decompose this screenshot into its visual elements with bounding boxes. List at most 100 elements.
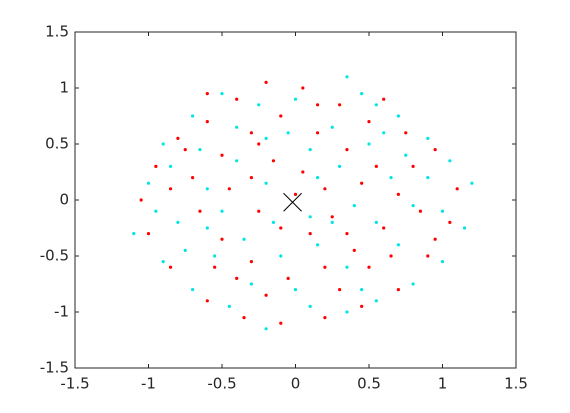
point — [433, 237, 437, 241]
point — [404, 153, 408, 157]
point — [315, 131, 320, 135]
point — [220, 209, 224, 213]
point — [146, 181, 151, 185]
point — [249, 260, 253, 264]
point — [227, 304, 231, 308]
point — [279, 226, 283, 230]
point — [426, 176, 430, 180]
point — [367, 265, 371, 269]
point — [315, 243, 320, 247]
point — [168, 164, 173, 168]
point — [308, 304, 312, 308]
point — [426, 136, 430, 140]
point — [132, 232, 136, 236]
point — [396, 114, 400, 118]
point — [455, 187, 459, 191]
point — [345, 75, 349, 79]
point — [191, 288, 195, 292]
x-tick-label: 1 — [438, 375, 448, 393]
point — [352, 248, 356, 252]
point — [367, 142, 371, 146]
point — [323, 316, 327, 320]
point — [411, 204, 415, 208]
point — [205, 92, 209, 96]
y-tick-label: 1 — [59, 79, 69, 97]
point — [308, 232, 312, 236]
point — [315, 176, 320, 180]
point — [235, 159, 239, 163]
point — [293, 288, 298, 292]
point — [382, 97, 386, 101]
x-tick-label: 0 — [291, 375, 301, 393]
point — [146, 232, 151, 236]
point — [220, 92, 224, 96]
point — [293, 97, 298, 101]
point — [161, 142, 165, 146]
point — [367, 120, 371, 124]
point — [330, 220, 334, 224]
point — [183, 248, 187, 252]
point — [242, 237, 246, 241]
point — [139, 198, 143, 202]
point — [440, 209, 445, 213]
point — [176, 220, 180, 224]
point — [205, 299, 209, 303]
point — [279, 114, 283, 118]
point — [308, 215, 312, 219]
point — [154, 164, 158, 168]
point — [374, 299, 378, 303]
y-tick-label: -0.5 — [40, 247, 69, 265]
x-tick-label: -1.5 — [60, 375, 89, 393]
point — [168, 187, 173, 191]
point — [271, 220, 276, 224]
point — [396, 192, 400, 196]
point — [330, 125, 334, 129]
point — [205, 226, 209, 230]
point — [286, 276, 290, 280]
point — [191, 176, 195, 180]
y-tick-label: 1.5 — [45, 23, 69, 41]
point — [220, 153, 224, 157]
point — [360, 181, 364, 185]
point — [198, 148, 202, 152]
point — [360, 304, 364, 308]
point — [293, 192, 298, 196]
point — [205, 120, 209, 124]
point — [279, 321, 283, 325]
x-tick-label: 0.5 — [357, 375, 381, 393]
point — [345, 232, 349, 236]
point — [389, 254, 393, 258]
point — [330, 215, 334, 219]
point — [345, 310, 349, 314]
point — [205, 187, 209, 191]
point — [382, 226, 386, 230]
point — [161, 260, 165, 264]
point — [279, 254, 283, 258]
point — [301, 86, 305, 90]
y-tick-label: 0.5 — [45, 135, 69, 153]
point — [338, 288, 342, 292]
point — [352, 204, 356, 208]
point — [404, 131, 408, 135]
point — [470, 181, 474, 185]
point — [360, 92, 364, 96]
point — [227, 187, 231, 191]
y-tick-label: -1.5 — [40, 359, 69, 377]
point — [345, 265, 349, 269]
point — [374, 103, 378, 107]
point — [176, 136, 180, 140]
point — [315, 103, 320, 107]
center-marker — [283, 192, 302, 212]
point — [323, 265, 327, 269]
point — [264, 327, 268, 331]
point — [286, 131, 290, 135]
point — [374, 220, 378, 224]
point — [448, 159, 452, 163]
point — [183, 148, 187, 152]
point — [360, 288, 364, 292]
point — [271, 159, 276, 163]
point — [411, 164, 415, 168]
point — [374, 164, 378, 168]
point — [191, 114, 195, 118]
